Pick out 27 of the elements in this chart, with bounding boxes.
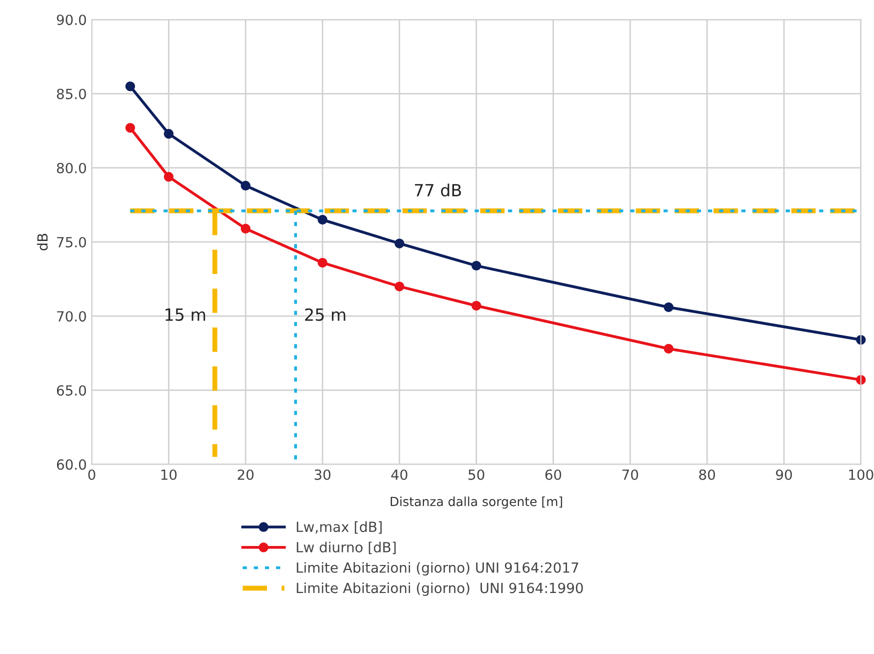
x-tick-label: 60 <box>545 469 562 480</box>
x-tick-label: 40 <box>391 469 408 480</box>
x-tick-label: 20 <box>238 469 254 480</box>
y-tick-label: 70.0 <box>57 311 86 322</box>
y-tick-label: 75.0 <box>57 236 86 248</box>
y-tick-label: 90.0 <box>56 14 86 26</box>
x-tick-label: 30 <box>314 469 330 480</box>
x-tick-label: 0 <box>88 469 96 480</box>
legend-label: Lw,max [dB] <box>296 521 382 534</box>
annotation: 77 dB <box>414 184 461 197</box>
y-tick-label: 65.0 <box>56 385 86 396</box>
legend-label: Lw diurno [dB] <box>296 542 396 554</box>
legend-label: Limite Abitazioni (giorno) UNI 9164:1990 <box>296 582 583 596</box>
y-tick-label: 80.0 <box>56 162 86 174</box>
annotation: 25 m <box>305 308 346 321</box>
y-tick-label: 85.0 <box>56 88 86 100</box>
x-tick-label: 10 <box>161 469 177 480</box>
x-tick-label: 50 <box>468 469 484 480</box>
y-axis-title: dB <box>36 234 48 250</box>
x-axis-title: Distanza dalla sorgente [m] <box>390 496 562 509</box>
x-tick-label: 80 <box>699 469 715 480</box>
x-tick-label: 100 <box>849 469 874 480</box>
x-tick-label: 70 <box>622 469 638 480</box>
y-tick-label: 60.0 <box>56 459 86 470</box>
x-tick-label: 90 <box>776 469 792 480</box>
annotation: 15 m <box>166 308 206 321</box>
legend-label: Limite Abitazioni (giorno) UNI 9164:2017 <box>296 562 578 576</box>
